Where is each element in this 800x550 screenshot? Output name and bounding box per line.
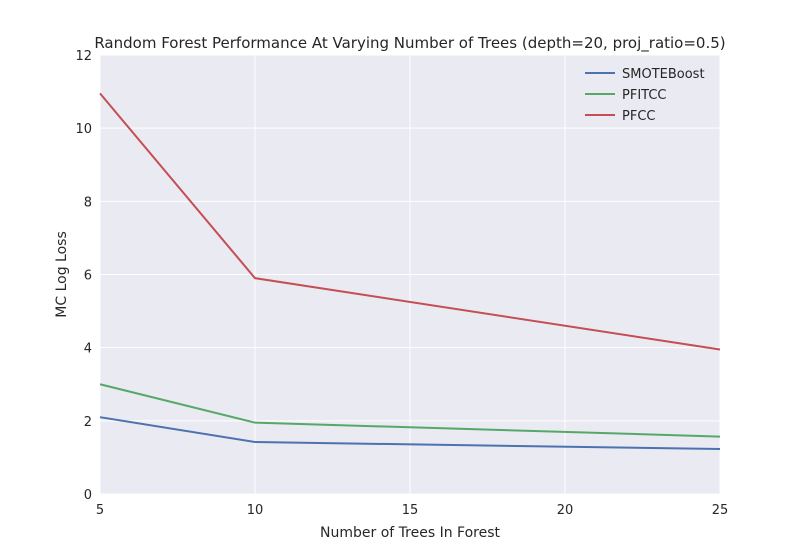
x-tick-labels: 5 10 15 20 25: [96, 503, 728, 518]
x-tick-label: 5: [96, 503, 104, 518]
y-tick-label: 10: [75, 122, 92, 137]
y-tick-label: 6: [84, 269, 92, 284]
y-tick-label: 0: [84, 488, 92, 503]
y-tick-label: 2: [84, 415, 92, 430]
series-line-pfcc: [99, 92, 721, 351]
grid: [99, 54, 721, 495]
legend-label: SMOTEBoost: [622, 67, 705, 82]
y-axis-label: MC Log Loss: [54, 231, 70, 317]
x-axis-label: Number of Trees In Forest: [320, 525, 500, 541]
chart-title: Random Forest Performance At Varying Num…: [94, 34, 725, 53]
y-tick-label: 8: [84, 195, 92, 210]
x-tick-label: 15: [402, 503, 419, 518]
legend-label: PFCC: [622, 109, 655, 124]
legend: SMOTEBoost PFITCC PFCC: [585, 67, 705, 124]
x-tick-label: 10: [247, 503, 264, 518]
x-tick-label: 20: [557, 503, 574, 518]
y-tick-labels: 0 2 4 6 8 10 12: [75, 49, 92, 503]
y-tick-label: 12: [75, 49, 92, 64]
series-lines: [99, 92, 721, 451]
x-tick-label: 25: [712, 503, 729, 518]
y-tick-label: 4: [84, 342, 92, 357]
series-line-pfitcc: [99, 383, 721, 438]
series-line-smoteboost: [99, 416, 721, 451]
legend-label: PFITCC: [622, 88, 666, 103]
